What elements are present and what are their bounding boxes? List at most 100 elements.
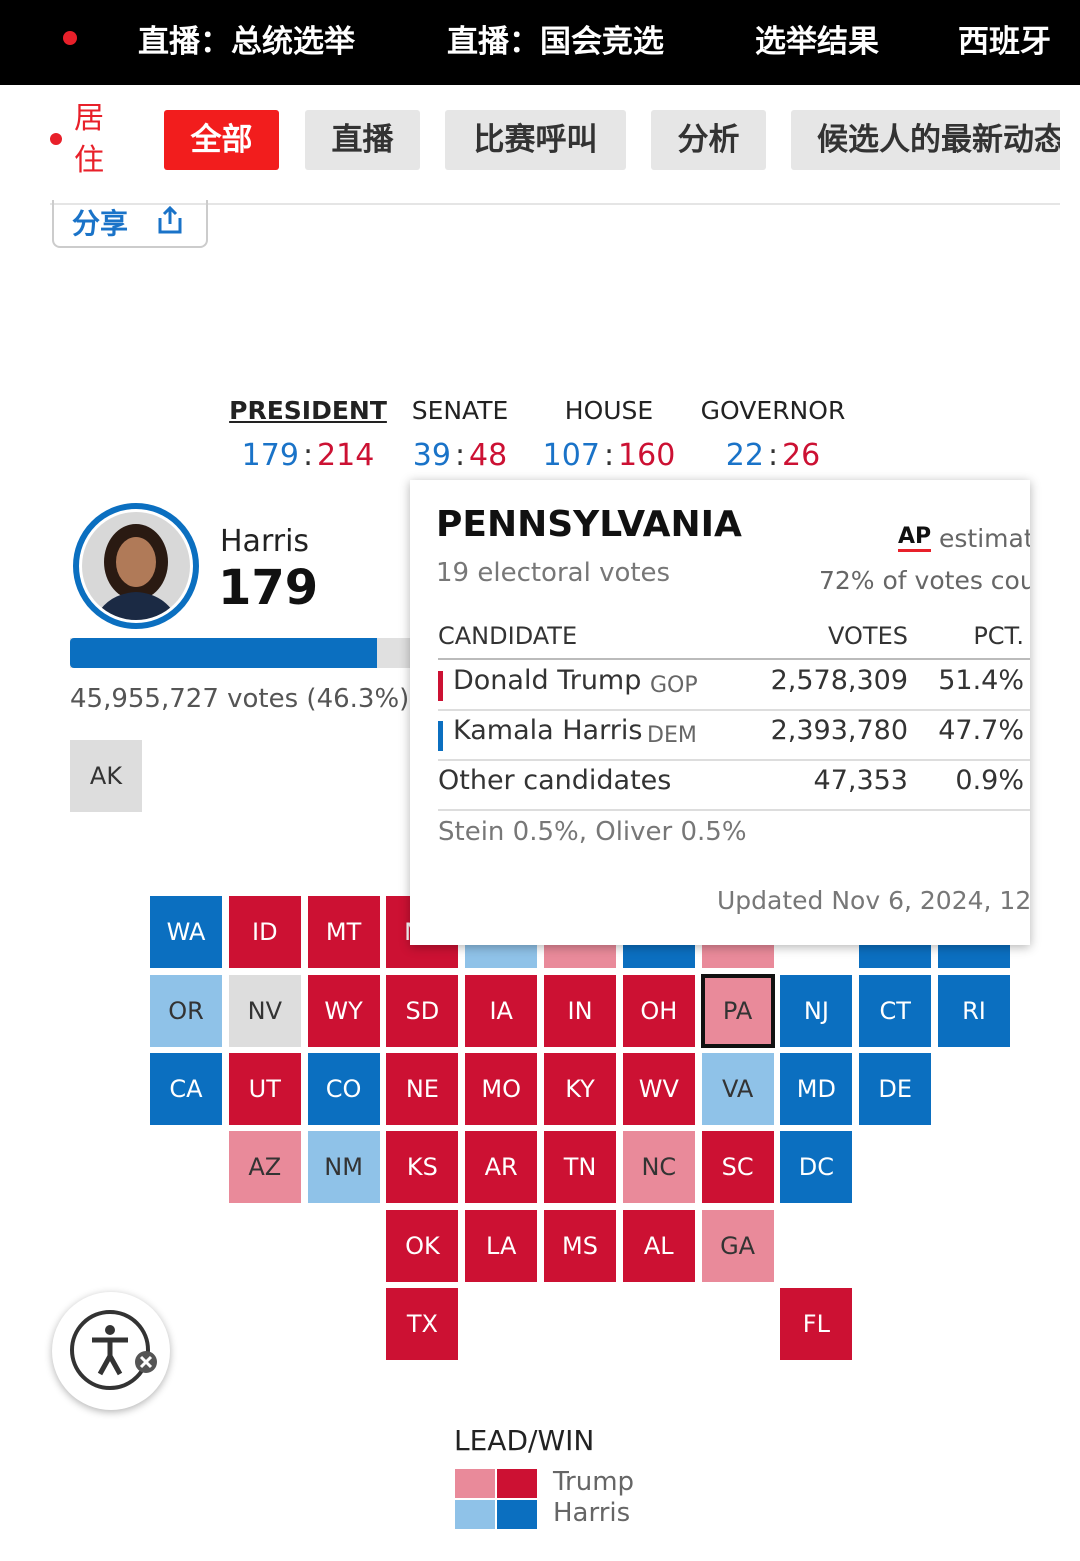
state-tile[interactable]: NE (386, 1052, 459, 1125)
candidate-name: Harris (220, 524, 310, 559)
votes: 47,353 (813, 765, 908, 796)
state-tile[interactable]: UT (228, 1052, 301, 1125)
score-dem: 22 (725, 438, 764, 473)
race-score: 22:26 (726, 438, 820, 473)
accessibility-button[interactable] (52, 1292, 170, 1410)
state-tile[interactable]: RI (938, 974, 1010, 1047)
state-tile[interactable]: NJ (780, 974, 853, 1047)
state-tile[interactable]: CO (307, 1052, 380, 1125)
pct: 0.9% (955, 765, 1024, 796)
race-name[interactable]: SENATE (411, 396, 509, 425)
state-tile[interactable]: TX (386, 1287, 459, 1360)
state-tile[interactable]: AK (70, 740, 142, 812)
source-logo: AP (898, 524, 932, 552)
score-dem: 39 (412, 438, 451, 473)
score-rep: 48 (469, 438, 508, 473)
party-bar (438, 721, 443, 751)
legend-swatch (455, 1469, 495, 1498)
state-tile[interactable]: LA (465, 1209, 538, 1282)
race-name[interactable]: GOVERNOR (700, 396, 846, 425)
state-tile[interactable]: NV (228, 974, 301, 1047)
popup-note: Stein 0.5%, Oliver 0.5% (438, 817, 747, 847)
state-tile[interactable]: AR (465, 1131, 538, 1204)
state-tile[interactable]: MS (544, 1209, 616, 1282)
state-tile[interactable]: KY (544, 1052, 616, 1125)
state-tile[interactable]: PA (700, 973, 775, 1048)
state-tile[interactable]: GA (701, 1209, 774, 1282)
state-tile[interactable]: DC (780, 1131, 853, 1204)
nav-item[interactable]: 直播：国会竞选 (447, 24, 664, 60)
filter-tab[interactable]: 全部 (164, 110, 279, 170)
rule (438, 809, 1030, 811)
state-tile[interactable]: WA (150, 896, 222, 969)
nav-item[interactable]: 直播：总统选举 (138, 24, 355, 60)
vote-bar (70, 638, 377, 668)
popup-title: PENNSYLVANIA (436, 504, 742, 545)
score-rep: 214 (317, 438, 375, 473)
legend-swatch (455, 1500, 495, 1529)
live-dot (50, 133, 62, 145)
col-header: CANDIDATE (438, 622, 578, 650)
state-tile[interactable]: SC (701, 1131, 774, 1204)
state-tile[interactable]: AL (622, 1209, 695, 1282)
filter-tab[interactable]: 分析 (651, 110, 766, 170)
state-tile[interactable]: MT (307, 896, 380, 969)
state-tile[interactable]: MD (780, 1052, 853, 1125)
party: GOP (650, 673, 698, 698)
rule (438, 759, 1030, 761)
popup-subtitle: 19 electoral votes (436, 558, 671, 588)
state-tile[interactable]: IA (465, 974, 538, 1047)
state-tile[interactable]: CT (859, 974, 932, 1047)
score-sep: : (767, 438, 779, 473)
share-icon (158, 205, 182, 234)
col-header: PCT. (973, 622, 1024, 650)
party-bar (438, 671, 443, 701)
filter-tab[interactable]: 候选人的最新动态 (791, 110, 1060, 170)
estimate: estimate (939, 524, 1030, 553)
race-score: 179:214 (242, 438, 375, 473)
popup-updated: Updated Nov 6, 2024, 12:08 PM (717, 886, 1030, 915)
state-tile[interactable]: NC (622, 1131, 695, 1204)
filter-tab[interactable]: 直播 (305, 110, 420, 170)
state-tile[interactable]: OK (386, 1209, 459, 1282)
race-name[interactable]: HOUSE (564, 396, 654, 425)
score-dem: 179 (241, 438, 299, 473)
share-button[interactable]: 分享 (52, 200, 208, 248)
state-tile[interactable]: IN (544, 974, 616, 1047)
state-tile[interactable]: WV (622, 1052, 695, 1125)
score-sep: : (302, 438, 314, 473)
pct: 47.7% (938, 715, 1024, 746)
candidate-electoral: 179 (218, 560, 319, 616)
state-tile[interactable]: CA (150, 1052, 222, 1125)
legend-label: Trump (553, 1467, 635, 1497)
nav-item[interactable]: 西班牙 (958, 24, 1051, 60)
share-label: 分享 (72, 207, 129, 240)
candidate-name: Kamala Harris (453, 715, 643, 746)
state-tile[interactable]: FL (780, 1287, 853, 1360)
state-tile[interactable]: NM (307, 1131, 380, 1204)
state-tile[interactable]: ID (228, 896, 301, 969)
candidate-photo (73, 503, 199, 629)
state-tile[interactable]: OH (622, 974, 695, 1047)
divider (50, 203, 1060, 205)
pct: 51.4% (938, 665, 1024, 696)
candidate-name: Other candidates (438, 765, 672, 796)
filter-tab[interactable]: 比赛呼叫 (445, 110, 626, 170)
state-tile[interactable]: SD (386, 974, 459, 1047)
race-name[interactable]: PRESIDENT (229, 396, 387, 425)
score-rep: 26 (782, 438, 821, 473)
candidate-name: Donald Trump (453, 665, 642, 696)
state-tile[interactable]: TN (544, 1131, 616, 1204)
state-tile[interactable]: AZ (228, 1131, 301, 1204)
state-tile[interactable]: KS (386, 1131, 459, 1204)
state-tile[interactable]: VA (701, 1052, 774, 1125)
state-tile[interactable]: WY (307, 974, 380, 1047)
filter-label: 居住 (74, 101, 104, 178)
state-tile[interactable]: DE (859, 1052, 932, 1125)
nav-item[interactable]: 选举结果 (755, 24, 879, 60)
state-tile[interactable]: MO (465, 1052, 538, 1125)
state-tile[interactable]: OR (150, 974, 222, 1047)
top-nav (0, 0, 1080, 85)
rule (438, 709, 1030, 711)
